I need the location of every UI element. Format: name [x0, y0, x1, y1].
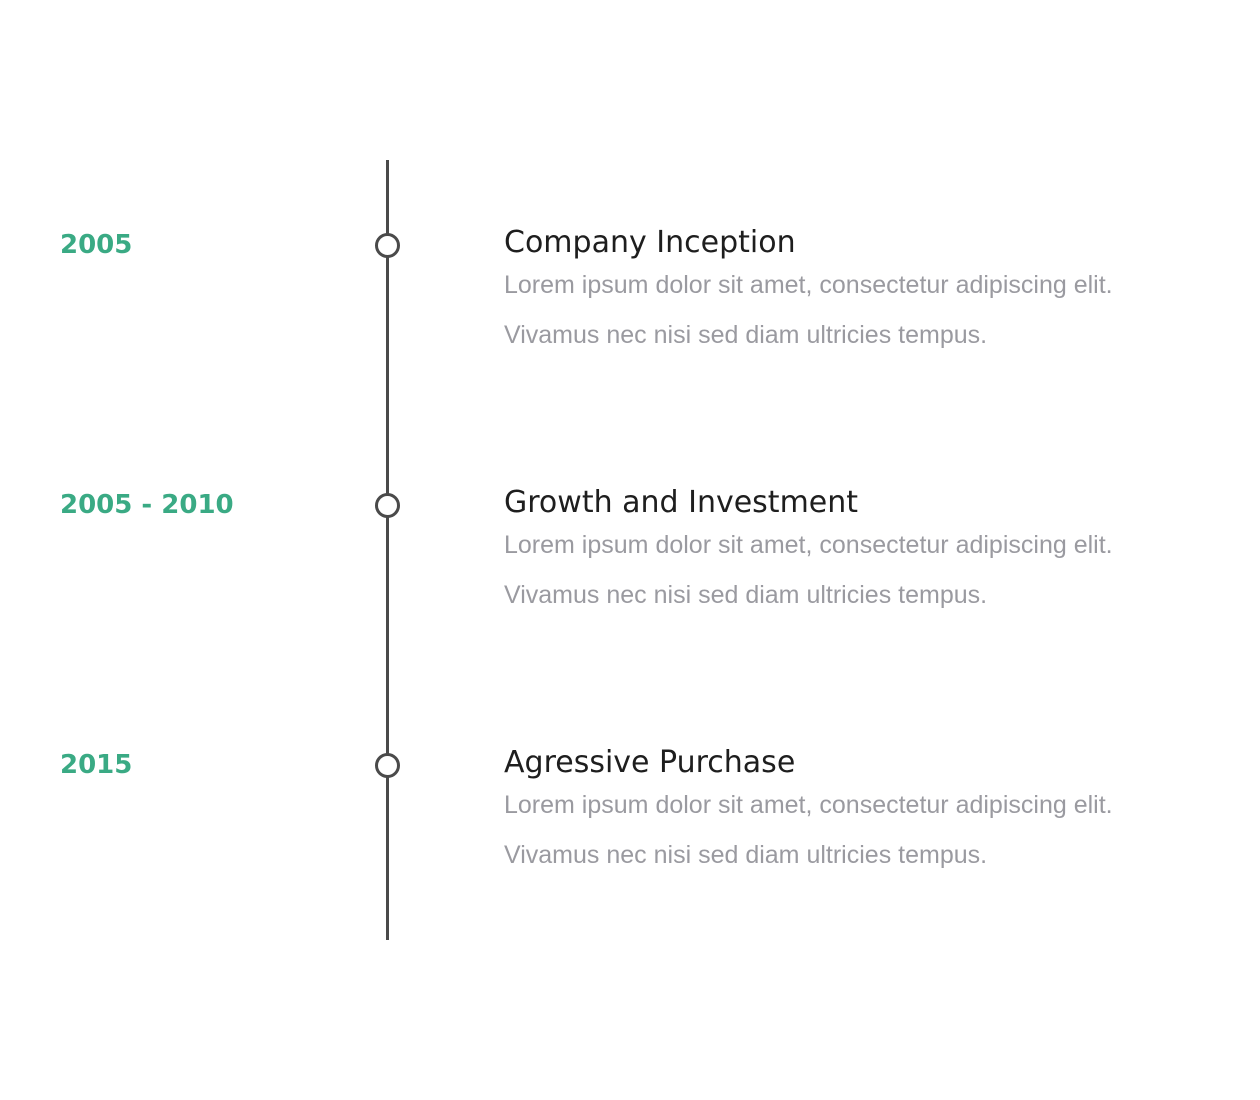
timeline-date: 2005 - 2010 — [60, 490, 234, 520]
timeline-date: 2015 — [60, 750, 133, 780]
description-line: Vivamus nec nisi sed diam ultricies temp… — [504, 841, 988, 869]
description-line: Lorem ipsum dolor sit amet, consectetur … — [504, 271, 1113, 299]
timeline-title: Growth and Investment — [504, 485, 859, 520]
timeline-description: Lorem ipsum dolor sit amet, consectetur … — [504, 260, 1204, 360]
timeline-description: Lorem ipsum dolor sit amet, consectetur … — [504, 780, 1204, 880]
timeline-item: 2005 Company Inception Lorem ipsum dolor… — [0, 226, 1260, 430]
timeline-line — [386, 160, 389, 940]
timeline-item: 2005 - 2010 Growth and Investment Lorem … — [0, 486, 1260, 690]
circle-marker-icon — [375, 233, 400, 258]
timeline-description: Lorem ipsum dolor sit amet, consectetur … — [504, 520, 1204, 620]
circle-marker-icon — [375, 753, 400, 778]
timeline-title: Agressive Purchase — [504, 745, 796, 780]
timeline-item: 2015 Agressive Purchase Lorem ipsum dolo… — [0, 746, 1260, 950]
timeline-title: Company Inception — [504, 225, 796, 260]
description-line: Vivamus nec nisi sed diam ultricies temp… — [504, 321, 988, 349]
description-line: Lorem ipsum dolor sit amet, consectetur … — [504, 791, 1113, 819]
description-line: Lorem ipsum dolor sit amet, consectetur … — [504, 531, 1113, 559]
description-line: Vivamus nec nisi sed diam ultricies temp… — [504, 581, 988, 609]
circle-marker-icon — [375, 493, 400, 518]
timeline-date: 2005 — [60, 230, 133, 260]
